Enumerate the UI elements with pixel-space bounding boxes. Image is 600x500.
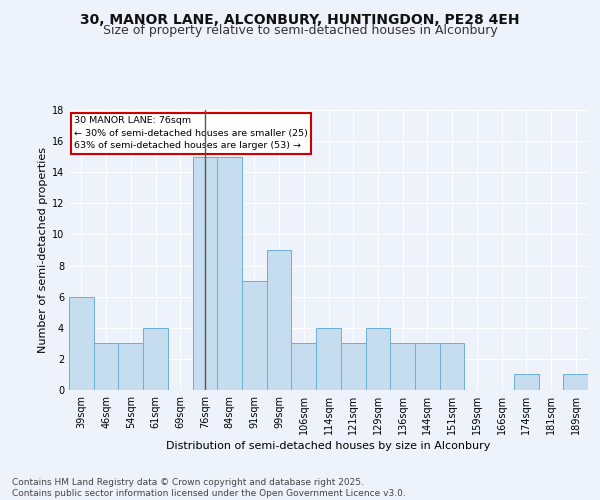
Bar [514,374,539,390]
Bar [390,344,415,390]
Bar [440,344,464,390]
Bar [415,344,440,390]
Bar [563,374,588,390]
Text: 30, MANOR LANE, ALCONBURY, HUNTINGDON, PE28 4EH: 30, MANOR LANE, ALCONBURY, HUNTINGDON, P… [80,12,520,26]
Text: 30 MANOR LANE: 76sqm
← 30% of semi-detached houses are smaller (25)
63% of semi-: 30 MANOR LANE: 76sqm ← 30% of semi-detac… [74,116,308,150]
Bar [118,344,143,390]
Y-axis label: Number of semi-detached properties: Number of semi-detached properties [38,147,47,353]
Bar [217,156,242,390]
Bar [292,344,316,390]
Bar [341,344,365,390]
X-axis label: Distribution of semi-detached houses by size in Alconbury: Distribution of semi-detached houses by … [166,441,491,451]
Text: Size of property relative to semi-detached houses in Alconbury: Size of property relative to semi-detach… [103,24,497,37]
Bar [267,250,292,390]
Bar [242,281,267,390]
Bar [94,344,118,390]
Bar [69,296,94,390]
Bar [193,156,217,390]
Bar [365,328,390,390]
Text: Contains HM Land Registry data © Crown copyright and database right 2025.
Contai: Contains HM Land Registry data © Crown c… [12,478,406,498]
Bar [143,328,168,390]
Bar [316,328,341,390]
